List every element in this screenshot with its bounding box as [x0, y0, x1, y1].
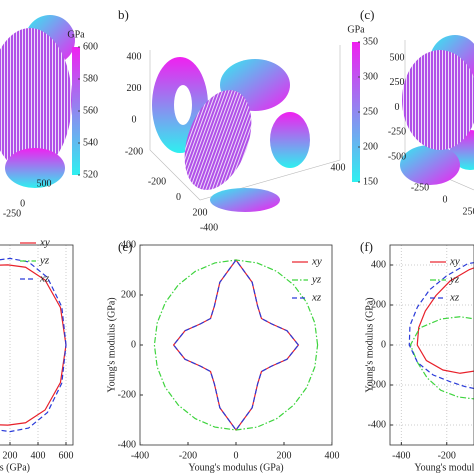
panel-label: (e): [118, 239, 132, 254]
axis3d-tick-label: -500: [388, 151, 406, 162]
axis3d-tick-label: 400: [127, 51, 142, 62]
y-tick-label: -400: [118, 439, 136, 450]
axis3d-tick-label: 250: [463, 206, 474, 217]
y-tick-label: -200: [368, 379, 386, 390]
colorbar-tick-label: 150: [363, 176, 378, 187]
y-tick-label: -200: [118, 389, 136, 400]
plot-area: [0, 245, 67, 445]
curve: [0, 264, 67, 426]
axes-box: [389, 244, 474, 446]
x-tick-label: 0: [234, 450, 239, 461]
y-tick-label: 0: [381, 339, 386, 350]
curve: [153, 259, 319, 431]
axis3d-tick-label: -200: [125, 146, 143, 157]
y-tick-label: 200: [371, 299, 386, 310]
axis3d-tick-label: 0: [20, 198, 25, 209]
y-tick-label: 0: [131, 339, 136, 350]
panel-label: (f): [360, 239, 373, 254]
x-axis-label: Young's modulus (GPa): [188, 462, 283, 473]
axes-box: [139, 244, 333, 446]
x-tick-label: 600: [59, 450, 74, 461]
legend-label: xz: [449, 292, 460, 304]
colorbar-label: GPa: [347, 24, 365, 35]
colorbar-tick-label: 350: [363, 36, 378, 47]
y-tick-label: 400: [371, 259, 386, 270]
colorbar-tick-label: 200: [363, 141, 378, 152]
y-axis-label: Young's modulus (GPa): [364, 297, 375, 392]
x-tick-label: -400: [392, 450, 410, 461]
plot-area: [140, 245, 332, 445]
y-axis-label: Young's modulus (GPa): [106, 297, 117, 392]
x-tick-label: 200: [3, 450, 18, 461]
legend-label: yz: [39, 255, 50, 267]
axis3d-tick-label: -250: [388, 127, 406, 138]
colorbar-tick-label: 600: [83, 41, 98, 52]
axis3d-tick-label: -200: [148, 176, 166, 187]
legend-label: xz: [39, 273, 50, 285]
axis3d-tick-label: 250: [390, 77, 405, 88]
axis3d-tick-label: 0: [132, 115, 137, 126]
axes-box: [0, 244, 74, 446]
axis3d-tick-label: 500: [390, 52, 405, 63]
x-axis-label: Young's modulus (GPa): [414, 462, 474, 473]
axis3d-tick-label: -250: [411, 182, 429, 193]
axis3d-tick-label: 0: [395, 102, 400, 113]
colorbar: [352, 42, 360, 182]
x-tick-label: 200: [277, 450, 292, 461]
curve: [409, 316, 474, 400]
colorbar-label: GPa: [67, 29, 85, 40]
plot-area: [390, 245, 474, 445]
y-tick-label: -400: [368, 419, 386, 430]
curve: [172, 258, 300, 432]
legend-label: xy: [311, 256, 322, 268]
surface-a: [0, 15, 75, 188]
x-tick-label: 400: [325, 450, 340, 461]
x-tick-label: -400: [131, 450, 149, 461]
x-tick-label: -200: [438, 450, 456, 461]
axis3d-tick-label: -400: [200, 222, 218, 233]
colorbar-tick-label: 580: [83, 73, 98, 84]
axis3d-tick-label: 500: [37, 178, 52, 189]
legend-label: xz: [311, 292, 322, 304]
surface-b: [149, 45, 341, 212]
axis3d-tick-label: 0: [176, 192, 181, 203]
panel-label: b): [118, 7, 129, 22]
colorbar: [72, 47, 80, 175]
curve: [408, 261, 474, 390]
colorbar-tick-label: 250: [363, 106, 378, 117]
axis3d-tick-label: 0: [443, 194, 448, 205]
legend-label: xy: [39, 237, 50, 249]
surface-c: [400, 35, 474, 191]
legend-label: yz: [311, 274, 322, 286]
colorbar-tick-label: 560: [83, 105, 98, 116]
axis3d-tick-label: 400: [331, 162, 346, 173]
axis3d-tick-label: -250: [3, 208, 21, 219]
x-axis-label: Young's modulus (GPa): [0, 462, 30, 473]
y-tick-label: 400: [121, 239, 136, 250]
x-tick-label: -200: [179, 450, 197, 461]
colorbar-tick-label: 520: [83, 169, 98, 180]
panel-label: (c): [360, 7, 374, 22]
curve: [0, 257, 67, 433]
y-tick-label: 200: [121, 289, 136, 300]
colorbar-tick-label: 300: [363, 71, 378, 82]
x-tick-label: 400: [31, 450, 46, 461]
curve: [416, 267, 474, 374]
axis3d-tick-label: 200: [127, 83, 142, 94]
legend-label: yz: [449, 274, 460, 286]
colorbar-tick-label: 540: [83, 137, 98, 148]
legend-label: xy: [449, 256, 460, 268]
curve: [172, 258, 300, 432]
axis3d-tick-label: 200: [193, 207, 208, 218]
